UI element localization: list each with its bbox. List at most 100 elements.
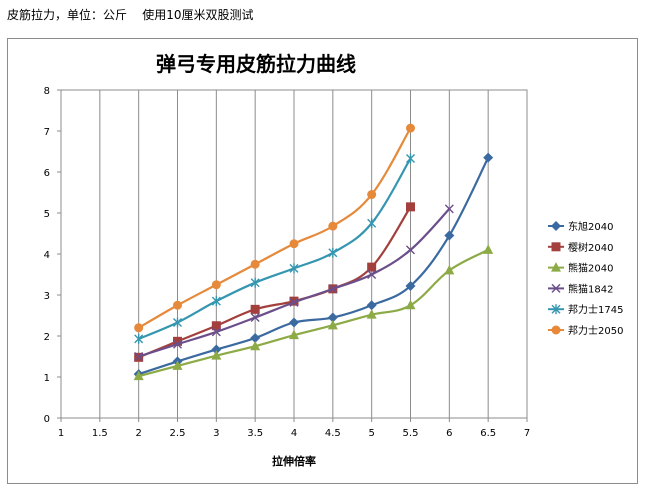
data-point xyxy=(367,218,377,229)
data-point xyxy=(211,280,221,290)
data-point xyxy=(444,230,455,241)
data-point xyxy=(134,333,144,344)
legend-item: 邦力士1745 xyxy=(548,303,623,316)
x-tick-label: 6.5 xyxy=(480,428,496,439)
legend-marker xyxy=(551,262,561,272)
y-tick-label: 8 xyxy=(44,86,50,97)
data-point xyxy=(250,313,260,323)
legend-marker xyxy=(551,242,561,252)
data-point xyxy=(250,277,260,288)
legend-item: 邦力士2050 xyxy=(548,324,623,337)
x-tick-label: 2.5 xyxy=(170,428,186,439)
x-tick-label: 3 xyxy=(213,428,219,439)
legend-item: 熊猫2040 xyxy=(548,262,613,275)
y-tick-label: 6 xyxy=(44,168,50,179)
chart-caption: 皮筋拉力，单位：公斤 使用10厘米双股测试 xyxy=(7,8,254,22)
y-tick-label: 0 xyxy=(44,414,50,425)
series-5 xyxy=(134,153,415,344)
x-axis-label: 拉伸倍率 xyxy=(272,454,316,468)
x-tick-label: 7 xyxy=(524,428,530,439)
series-3 xyxy=(133,244,494,381)
data-point xyxy=(289,263,299,274)
series-line xyxy=(138,157,490,376)
data-point xyxy=(172,360,183,370)
legend-item: 熊猫1842 xyxy=(548,282,613,295)
legend-item: 东旭2040 xyxy=(548,220,613,233)
data-point xyxy=(173,317,182,328)
data-point xyxy=(211,327,221,337)
x-tick-label: 1 xyxy=(58,428,64,439)
data-point xyxy=(444,204,454,214)
data-point xyxy=(250,304,260,314)
data-point xyxy=(250,259,260,269)
legend-marker xyxy=(551,304,561,315)
y-tick-label: 7 xyxy=(44,127,50,138)
y-tick-label: 3 xyxy=(44,291,50,302)
legend: 东旭2040 樱树2040 熊猫2040 熊猫1842 邦力士1745 邦力士2050 xyxy=(548,220,623,337)
data-point xyxy=(406,202,415,212)
data-point xyxy=(289,317,299,328)
legend-marker xyxy=(551,283,561,293)
data-point xyxy=(327,312,338,323)
data-point xyxy=(483,152,494,163)
legend-label: 熊猫2040 xyxy=(568,262,613,275)
legend-label: 樱树2040 xyxy=(568,241,613,254)
data-point xyxy=(134,323,144,333)
y-tick-label: 5 xyxy=(44,209,50,220)
data-point xyxy=(250,333,261,344)
data-point xyxy=(211,344,222,355)
x-tick-label: 4.5 xyxy=(325,428,341,439)
data-point xyxy=(406,153,415,164)
data-point xyxy=(289,329,299,340)
data-point xyxy=(173,300,182,310)
x-axis-ticks: 1 1.5 2 2.5 3 3.5 4 4.5 5 5.5 6 6.5 7 xyxy=(58,418,530,439)
legend-item: 樱树2040 xyxy=(548,241,613,254)
legend-label: 邦力士2050 xyxy=(568,324,623,337)
y-tick-label: 1 xyxy=(44,373,50,384)
data-point xyxy=(327,319,338,330)
legend-label: 东旭2040 xyxy=(568,220,613,233)
data-point xyxy=(211,350,222,360)
line-chart: 弹弓专用皮筋拉力曲线 1 1.5 2 2.5 3 3.5 4 4.5 5 5.5 6 6.5 7 012… xyxy=(44,52,624,468)
series-group xyxy=(133,123,494,381)
data-point xyxy=(289,239,299,249)
data-point xyxy=(406,245,415,255)
series-line xyxy=(138,248,489,378)
data-point xyxy=(328,284,338,294)
y-tick-label: 2 xyxy=(44,332,50,343)
y-axis-ticks: 0 1 2 3 4 5 6 7 8 xyxy=(44,86,61,425)
y-tick-label: 4 xyxy=(44,250,50,261)
data-point xyxy=(405,280,416,291)
legend-label: 熊猫1842 xyxy=(568,282,613,295)
data-point xyxy=(289,297,299,307)
series-4 xyxy=(134,204,454,361)
legend-marker xyxy=(551,221,561,231)
grid-lines xyxy=(99,90,489,418)
data-point xyxy=(444,264,455,275)
data-point xyxy=(405,299,416,310)
legend-label: 邦力士1745 xyxy=(568,303,623,316)
x-tick-label: 6 xyxy=(446,428,452,439)
data-point xyxy=(367,262,377,272)
chart-title: 弹弓专用皮筋拉力曲线 xyxy=(156,52,356,76)
data-point xyxy=(250,340,261,351)
data-point xyxy=(483,244,494,254)
data-point xyxy=(328,247,338,258)
data-point xyxy=(134,352,144,361)
x-tick-label: 2 xyxy=(135,428,141,439)
series-6 xyxy=(134,123,415,333)
data-point xyxy=(366,300,377,311)
x-tick-label: 3.5 xyxy=(247,428,263,439)
data-point xyxy=(406,123,415,133)
data-point xyxy=(367,190,377,200)
data-point xyxy=(211,296,221,307)
data-point xyxy=(173,339,182,349)
x-tick-label: 1.5 xyxy=(92,428,108,439)
x-tick-label: 4 xyxy=(291,428,297,439)
legend-marker xyxy=(551,325,561,335)
data-point xyxy=(289,296,299,306)
x-tick-label: 5 xyxy=(368,428,374,439)
data-point xyxy=(366,309,377,319)
data-point xyxy=(133,370,144,381)
